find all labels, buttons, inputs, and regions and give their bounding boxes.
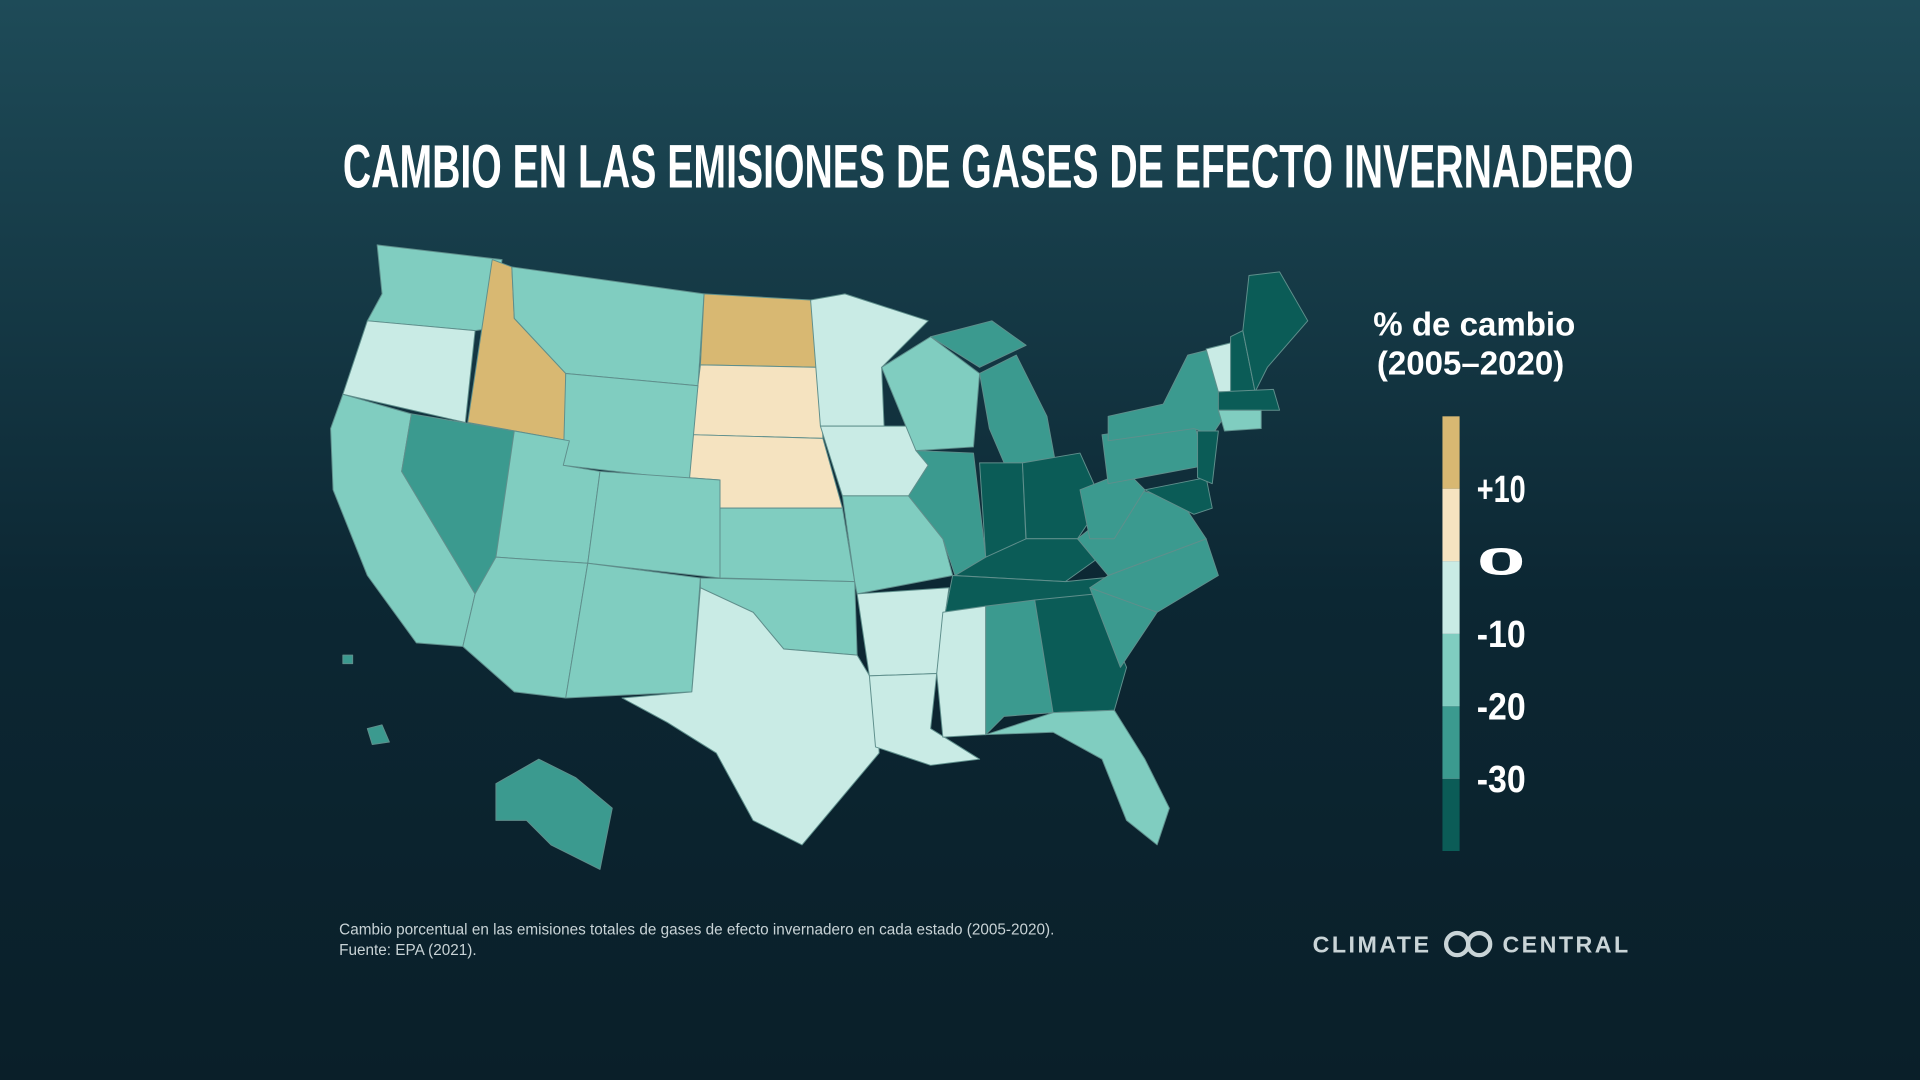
legend-tick-label: -30 <box>1477 759 1526 801</box>
state <box>691 364 824 439</box>
legend-swatch <box>1442 488 1460 562</box>
logo-text: CLIMATE <box>1313 932 1432 958</box>
state <box>565 562 701 699</box>
state <box>342 654 354 665</box>
legend-title: (2005–2020) <box>1377 346 1564 383</box>
logo-icon <box>1443 930 1493 958</box>
legend: +10 0 -10 -20 -30 <box>1442 416 1526 852</box>
state <box>366 244 503 332</box>
state <box>719 507 856 583</box>
state <box>908 450 987 576</box>
state <box>1217 388 1281 411</box>
legend-tick-label: +10 <box>1477 469 1526 511</box>
state <box>979 354 1056 464</box>
legend-swatch <box>1442 416 1460 489</box>
state <box>495 758 613 870</box>
caption: Cambio porcentual en las emisiones total… <box>339 921 1054 938</box>
state <box>856 587 950 677</box>
legend-swatch <box>1442 778 1460 852</box>
legend-tick-label: 0 <box>1477 542 1526 584</box>
legend-tick-label: -20 <box>1477 687 1526 729</box>
state <box>936 605 987 738</box>
state <box>930 320 1027 368</box>
state <box>1144 477 1213 515</box>
legend-swatch <box>1442 706 1460 779</box>
state <box>985 599 1054 736</box>
state <box>1107 348 1225 442</box>
state <box>1197 430 1219 485</box>
state <box>366 724 390 745</box>
state <box>562 372 699 481</box>
state <box>1242 271 1309 393</box>
state <box>621 587 880 846</box>
state <box>985 709 1170 846</box>
legend-title: % de cambio <box>1373 307 1575 344</box>
logo-text: CENTRAL <box>1502 932 1630 958</box>
legend-swatch <box>1442 633 1460 707</box>
legend-swatch <box>1442 561 1460 634</box>
title: CAMBIO EN LAS EMISIONES DE GASES DE EFEC… <box>343 132 1634 200</box>
us-map <box>330 244 1309 870</box>
state <box>1217 409 1262 432</box>
state <box>587 470 721 579</box>
state <box>881 336 981 452</box>
caption: Fuente: EPA (2021). <box>339 942 476 959</box>
legend-tick-label: -10 <box>1477 614 1526 656</box>
state <box>699 293 821 368</box>
